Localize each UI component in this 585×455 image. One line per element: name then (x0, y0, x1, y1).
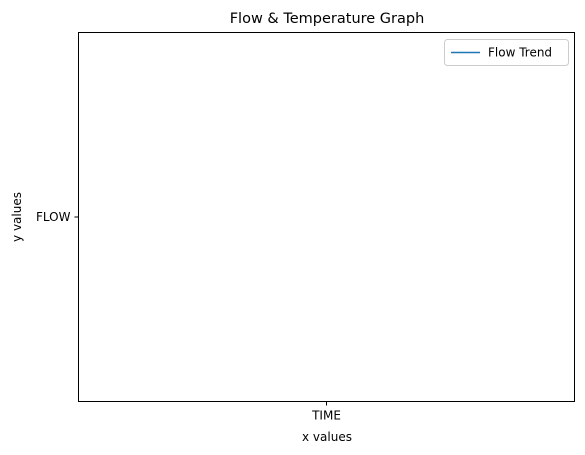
x-tick-label: TIME (311, 409, 341, 423)
legend: Flow Trend (444, 39, 569, 66)
plot-area-frame (78, 32, 575, 402)
y-tick-label: FLOW (36, 210, 71, 224)
legend-label: Flow Trend (488, 46, 552, 60)
x-axis-label: x values (302, 430, 352, 444)
x-axis-ticks: TIME (311, 401, 341, 423)
chart-title: Flow & Temperature Graph (230, 11, 425, 27)
legend-box (444, 39, 569, 66)
y-axis-ticks: FLOW (36, 210, 79, 224)
y-axis-label: y values (10, 192, 24, 242)
